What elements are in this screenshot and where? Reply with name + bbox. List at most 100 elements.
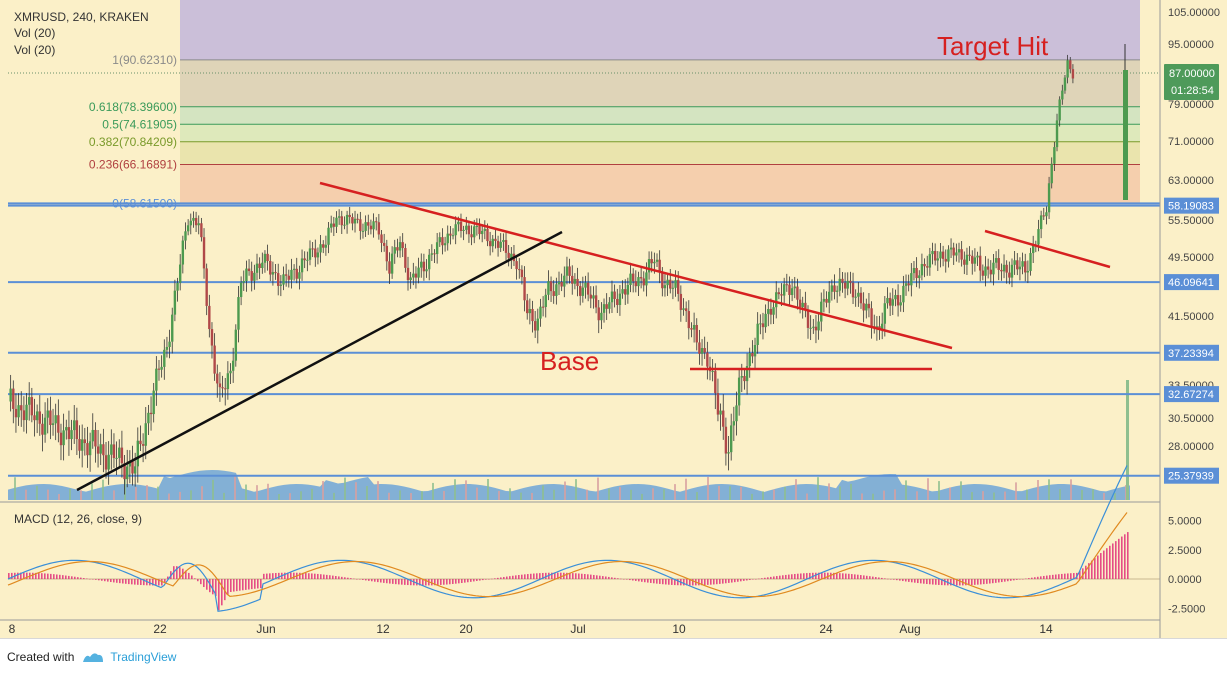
macd-histogram-bar	[395, 579, 397, 585]
candle-body	[963, 259, 966, 265]
candle-body	[780, 294, 783, 296]
candle-body	[258, 263, 261, 269]
macd-histogram-bar	[248, 579, 250, 590]
macd-histogram-bar	[398, 579, 400, 585]
macd-histogram-bar	[503, 576, 505, 580]
macd-histogram-bar	[998, 579, 1000, 583]
macd-histogram-bar	[326, 574, 328, 580]
candle-body	[43, 417, 47, 435]
candle-body	[239, 282, 243, 298]
y-tick-label: 63.00000	[1168, 175, 1214, 187]
macd-histogram-bar	[737, 579, 739, 582]
volume-bar	[718, 485, 720, 500]
volume-bar	[212, 479, 214, 500]
macd-histogram-bar	[587, 574, 589, 580]
volume-bar	[344, 477, 346, 500]
downtrend-line	[319, 181, 953, 350]
macd-histogram-bar	[20, 572, 22, 580]
candle-body	[314, 248, 317, 258]
candle-body	[375, 221, 378, 223]
macd-histogram-bar	[986, 579, 988, 584]
candle-body	[427, 254, 431, 270]
x-tick-label: 12	[376, 622, 390, 636]
candle-body	[351, 217, 354, 224]
candle-body	[1123, 70, 1128, 200]
macd-histogram-bar	[335, 576, 337, 580]
macd-histogram-bar	[971, 579, 973, 586]
candle-body	[1002, 264, 1006, 272]
macd-histogram-bar	[1049, 575, 1051, 580]
volume-bar	[223, 492, 225, 500]
candle-body	[523, 277, 526, 301]
candle-body	[327, 227, 330, 245]
candle-body	[210, 329, 214, 346]
candle-body	[250, 271, 253, 281]
footer-brand-link[interactable]: TradingView	[110, 649, 177, 664]
macd-histogram-bar	[1037, 576, 1039, 580]
macd-histogram-bar	[554, 572, 556, 580]
macd-histogram-bar	[167, 576, 169, 580]
chart-canvas[interactable]: 1(90.62310) 0.618(78.39600) 0.5(74.61905) 0…	[0, 0, 1227, 638]
level-badge	[1164, 467, 1219, 484]
macd-histogram-bar	[458, 579, 460, 584]
volume-bar	[707, 476, 709, 500]
macd-histogram-bar	[356, 579, 358, 580]
candle-body	[131, 461, 134, 474]
candle-body	[160, 366, 163, 370]
candle-body	[719, 410, 722, 415]
y-tick-label: 71.00000	[1168, 136, 1214, 148]
macd-histogram-bar	[590, 574, 592, 580]
candle-body	[457, 221, 460, 225]
y-tick-label: 55.50000	[1168, 215, 1214, 227]
macd-histogram-bar	[1040, 576, 1042, 580]
candle-body	[59, 432, 63, 446]
fib-zone-2	[180, 124, 1140, 142]
candle-body	[242, 281, 245, 283]
level-badge	[1164, 197, 1219, 214]
macd-histogram-bar	[515, 575, 517, 580]
target-hit-annotation: Target Hit	[937, 31, 1049, 61]
candle-body	[849, 280, 852, 283]
candle-body	[531, 308, 534, 322]
macd-histogram-bar	[764, 577, 766, 580]
candle-body	[891, 299, 894, 306]
macd-histogram-bar	[854, 574, 856, 580]
macd-histogram-bar	[758, 578, 760, 580]
candle-body	[14, 408, 18, 418]
fib-zone-3	[180, 141, 1140, 165]
macd-histogram-bar	[8, 573, 10, 580]
volume-bar	[520, 492, 522, 500]
macd-histogram-bar	[251, 579, 253, 590]
candle-body	[1000, 269, 1003, 272]
candle-body	[920, 263, 924, 276]
macd-histogram-bar	[932, 579, 934, 585]
candle-body	[38, 411, 41, 424]
candle-body	[186, 225, 190, 232]
macd-histogram-bar	[68, 575, 70, 580]
volume-bar	[993, 492, 995, 500]
macd-histogram-bar	[596, 575, 598, 580]
macd-histogram-bar	[977, 579, 979, 585]
volume-bar	[157, 486, 159, 500]
candle-body	[1029, 253, 1032, 271]
candle-body	[1013, 260, 1016, 265]
candle-body	[396, 247, 399, 251]
candle-body	[952, 247, 955, 256]
candle-body	[290, 269, 293, 280]
candle-body	[83, 439, 87, 444]
candle-body	[438, 237, 441, 243]
volume-bar	[135, 487, 137, 500]
volume-bar	[333, 492, 335, 500]
candle-body	[918, 275, 921, 279]
macd-histogram-bar	[194, 578, 196, 580]
candle-body	[475, 226, 479, 228]
macd-histogram-bar	[824, 572, 826, 580]
macd-histogram-bar	[407, 579, 409, 586]
macd-histogram-bar	[80, 577, 82, 580]
candle-body	[1069, 60, 1072, 70]
macd-histogram-bar	[560, 572, 562, 580]
candle-body	[430, 253, 434, 255]
macd-histogram-bar	[266, 573, 268, 580]
candle-body	[557, 281, 561, 285]
candle-body	[319, 244, 322, 253]
